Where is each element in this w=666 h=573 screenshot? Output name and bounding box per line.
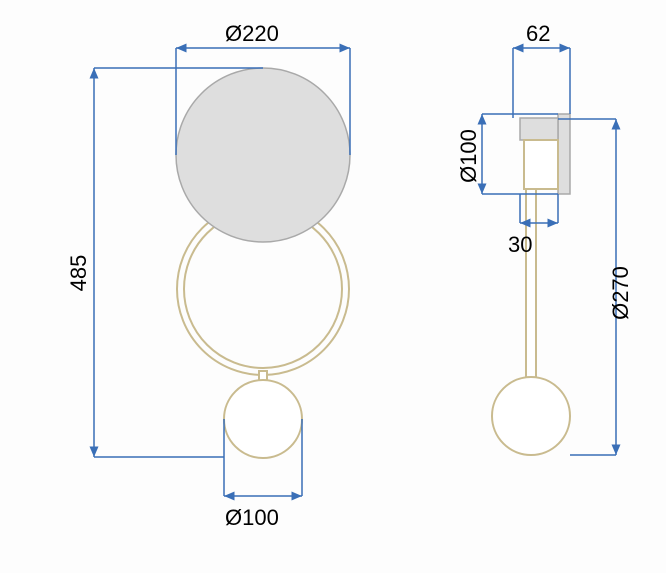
technical-drawing-canvas: Ø220 485 Ø100 62 Ø100 30 Ø270 xyxy=(0,0,666,573)
label-d100-bottom: Ø100 xyxy=(225,505,279,531)
side-backplate xyxy=(558,114,570,194)
label-485: 485 xyxy=(66,253,92,293)
label-d220: Ø220 xyxy=(225,21,279,47)
side-bracket-top xyxy=(520,118,558,140)
label-62: 62 xyxy=(526,21,550,47)
side-bracket-body xyxy=(524,140,558,189)
side-rod xyxy=(526,189,536,378)
label-d100-side: Ø100 xyxy=(456,121,482,191)
label-30: 30 xyxy=(508,232,532,258)
front-large-disc xyxy=(176,68,350,242)
label-d270: Ø270 xyxy=(608,258,634,328)
side-sphere xyxy=(492,377,570,455)
front-small-sphere xyxy=(224,380,302,458)
drawing-svg xyxy=(0,0,666,573)
